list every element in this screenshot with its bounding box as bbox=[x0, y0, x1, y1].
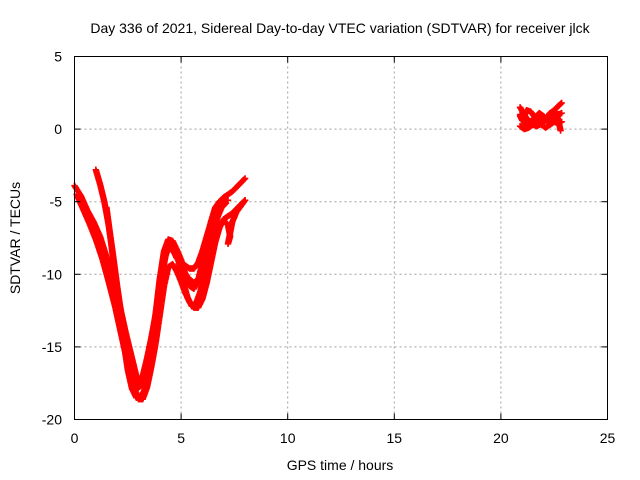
x-tick-label: 5 bbox=[177, 430, 185, 446]
y-tick-label: 5 bbox=[54, 49, 62, 65]
x-tick-label: 15 bbox=[387, 430, 403, 446]
x-tick-labels: 0 5 10 15 20 25 bbox=[71, 430, 616, 446]
axis-ticks bbox=[74, 56, 608, 420]
y-tick-label: -5 bbox=[50, 194, 63, 210]
data-point bbox=[241, 175, 249, 182]
x-tick-label: 0 bbox=[71, 430, 79, 446]
chart-title: Day 336 of 2021, Sidereal Day-to-day VTE… bbox=[90, 20, 590, 36]
x-tick-label: 20 bbox=[493, 430, 509, 446]
y-tick-label: -10 bbox=[42, 266, 62, 282]
y-tick-label: 0 bbox=[54, 121, 62, 137]
data-point bbox=[557, 127, 564, 134]
plot-frame bbox=[74, 56, 608, 420]
data-point bbox=[241, 197, 249, 204]
y-axis-label: SDTVAR / TECUs bbox=[7, 182, 23, 294]
x-axis-label: GPS time / hours bbox=[287, 457, 394, 473]
data-point bbox=[558, 99, 565, 107]
y-tick-label: -15 bbox=[42, 339, 62, 355]
data-point bbox=[221, 200, 229, 208]
data-point bbox=[241, 176, 248, 183]
x-tick-label: 10 bbox=[280, 430, 296, 446]
x-tick-label: 25 bbox=[600, 430, 616, 446]
data-points bbox=[71, 99, 565, 403]
y-tick-labels: 5 0 -5 -10 -15 -20 bbox=[42, 49, 62, 428]
y-tick-label: -20 bbox=[42, 412, 62, 428]
grid bbox=[74, 56, 608, 420]
data-point bbox=[222, 199, 230, 207]
